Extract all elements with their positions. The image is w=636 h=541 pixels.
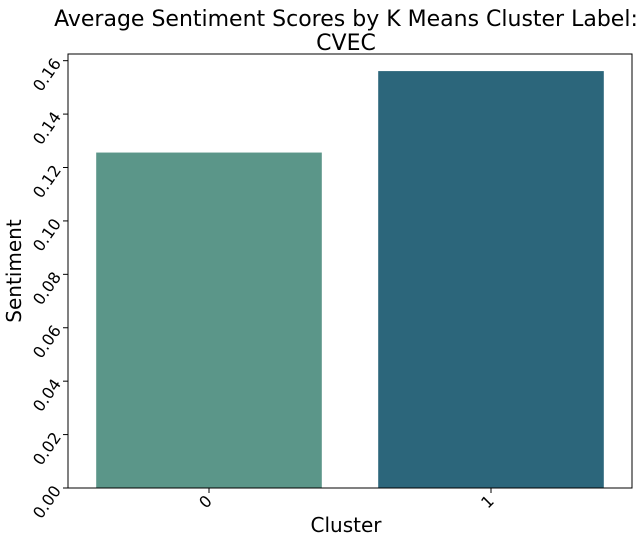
y-tick-label: 0.10 (29, 215, 65, 255)
x-tick-label: 0 (195, 491, 216, 512)
y-tick-label: 0.08 (29, 268, 65, 308)
y-tick-label: 0.02 (29, 429, 65, 469)
bar-cluster-1 (378, 71, 604, 488)
y-tick-label: 0.14 (29, 108, 65, 148)
x-tick-label: 1 (477, 491, 498, 512)
y-axis-ticks: 0.00 0.02 0.04 0.06 0.08 0.10 0.12 0.14 0.16 (29, 55, 68, 522)
y-tick-label: 0.00 (29, 482, 65, 522)
y-tick-label: 0.04 (29, 375, 65, 415)
x-axis-label: Cluster (311, 513, 383, 537)
chart-title-line-2: CVEC (316, 31, 376, 56)
bars-layer (96, 71, 604, 488)
chart-title-line-1: Average Sentiment Scores by K Means Clus… (54, 7, 636, 32)
y-axis-label: Sentiment (2, 219, 26, 323)
y-tick-label: 0.16 (29, 55, 65, 95)
bar-cluster-0 (96, 152, 322, 488)
plot-frame (67, 53, 633, 489)
y-tick-label: 0.06 (29, 322, 65, 362)
y-tick-label: 0.12 (29, 161, 65, 201)
